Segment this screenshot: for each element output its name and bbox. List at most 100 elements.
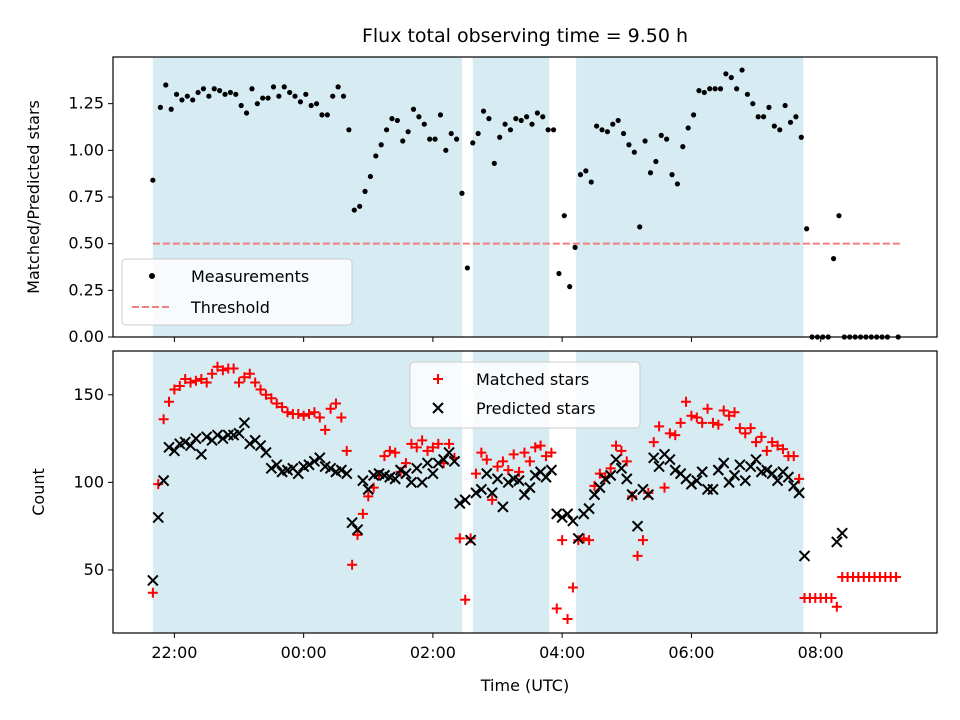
- matched-star-point: [788, 451, 799, 462]
- measurement-point: [459, 190, 465, 196]
- predicted-star-point: [728, 469, 741, 482]
- measurement-point: [437, 112, 444, 118]
- matched-star-point: [330, 398, 341, 409]
- measurement-point: [351, 207, 357, 213]
- measurement-point: [265, 95, 271, 101]
- predicted-star-point: [341, 467, 353, 480]
- predicted-star-point: [766, 467, 778, 480]
- measurement-point: [750, 101, 756, 107]
- legend-measurements-label: Measurements: [191, 267, 309, 286]
- predicted-star-point: [540, 471, 552, 483]
- measurement-point: [626, 142, 632, 148]
- matched-star-point: [390, 447, 401, 458]
- measurement-point: [793, 114, 799, 120]
- predicted-star-point: [513, 474, 525, 487]
- predicted-star-point: [551, 508, 563, 520]
- matched-star-point: [637, 535, 648, 546]
- matched-star-point: [174, 381, 185, 392]
- bottom-legend: Matched stars Predicted stars: [409, 361, 641, 429]
- matched-star-point: [476, 447, 487, 458]
- matched-star-point: [153, 479, 164, 490]
- predicted-star-point: [459, 494, 471, 506]
- measurement-point: [674, 181, 681, 187]
- measurement-point: [163, 82, 169, 88]
- predicted-star-point: [195, 448, 208, 461]
- predicted-star-point: [669, 464, 681, 476]
- matched-star-point: [740, 428, 751, 439]
- top-y-axis-label: Matched/Predicted stars: [24, 100, 43, 294]
- x-tick-label: 06:00: [668, 643, 714, 662]
- predicted-star-point: [238, 417, 251, 429]
- predicted-star-point: [572, 532, 585, 545]
- legend-matched-marker: [433, 374, 443, 384]
- measurement-point: [319, 112, 325, 118]
- predicted-star-point: [734, 459, 746, 471]
- measurement-point: [179, 97, 185, 103]
- bottom-y-tick-label: 100: [73, 472, 104, 491]
- matched-star-point: [234, 377, 245, 388]
- measurement-point: [400, 138, 406, 144]
- predicted-star-point: [648, 452, 660, 464]
- measurement-point: [658, 132, 664, 138]
- matched-star-point: [379, 451, 390, 462]
- measurement-point: [599, 127, 605, 133]
- measurement-point: [518, 117, 524, 124]
- predicted-star-point: [400, 467, 412, 480]
- predicted-star-point: [217, 432, 229, 445]
- measurement-point: [529, 121, 535, 127]
- measurement-point: [739, 67, 745, 73]
- predicted-star-point: [335, 464, 348, 476]
- measurement-point: [222, 91, 228, 97]
- predicted-star-point: [481, 467, 493, 480]
- matched-star-point: [239, 372, 250, 383]
- measurement-point: [324, 112, 330, 118]
- measurement-point: [491, 160, 497, 166]
- predicted-star-point: [524, 481, 536, 494]
- measurement-point: [443, 147, 449, 153]
- measurement-point: [604, 129, 611, 135]
- matched-star-point: [217, 365, 228, 376]
- matched-star-point: [616, 445, 627, 456]
- matched-star-point: [212, 361, 223, 372]
- measurement-point: [190, 97, 196, 103]
- measurement-point: [647, 170, 654, 176]
- measurement-point: [168, 106, 174, 112]
- measurement-point: [373, 153, 379, 159]
- measurement-point: [410, 106, 417, 112]
- measurement-point: [567, 284, 573, 290]
- top-y-tick-label: 0.50: [68, 234, 104, 253]
- observing-window-band: [576, 57, 804, 337]
- x-tick-label: 08:00: [798, 643, 844, 662]
- matched-star-point: [433, 438, 444, 449]
- measurement-point: [497, 134, 503, 140]
- predicted-star-point: [147, 574, 159, 587]
- predicted-star-point: [793, 487, 805, 499]
- predicted-star-point: [707, 483, 719, 496]
- matched-star-point: [659, 482, 670, 493]
- measurement-point: [664, 136, 670, 142]
- matched-star-point: [422, 445, 433, 456]
- predicted-star-point: [583, 502, 595, 515]
- measurement-point: [534, 110, 540, 116]
- bottom-x-axis: 22:00 00:00 02:00 04:00 06:00 08:00: [151, 633, 844, 662]
- matched-star-point: [325, 403, 336, 414]
- matched-star-point: [190, 375, 201, 386]
- measurement-point: [615, 117, 621, 124]
- matched-star-point: [363, 491, 374, 502]
- measurement-point: [427, 136, 433, 142]
- predicted-star-point: [653, 460, 665, 473]
- predicted-star-point: [594, 481, 606, 494]
- measurement-point: [394, 117, 400, 124]
- predicted-star-point: [486, 487, 498, 499]
- measurement-point: [830, 256, 837, 262]
- matched-star-point: [670, 430, 681, 441]
- bottom-legend-box: [409, 361, 641, 429]
- matched-star-point: [584, 535, 595, 546]
- predicted-star-point: [351, 523, 364, 536]
- predicted-star-point: [491, 473, 504, 485]
- matched-star-point: [492, 461, 503, 472]
- top-y-tick-label: 0.25: [68, 280, 104, 299]
- matched-star-point: [481, 454, 492, 465]
- measurement-point: [243, 110, 250, 116]
- measurement-point: [755, 114, 761, 120]
